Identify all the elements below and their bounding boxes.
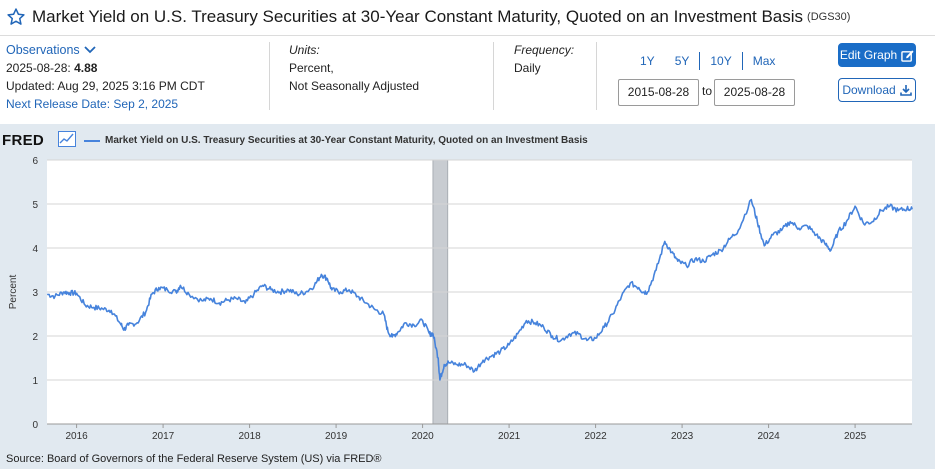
units-line1: Percent, (289, 61, 334, 75)
chart-legend: Market Yield on U.S. Treasury Securities… (84, 135, 588, 146)
frequency-value: Daily (514, 61, 541, 75)
range-5y-button[interactable]: 5Y (674, 54, 690, 68)
y-tick-label: 1 (32, 376, 38, 387)
chevron-down-icon (84, 46, 96, 54)
frequency-label: Frequency: (514, 43, 575, 57)
next-release-link[interactable]: Next Release Date: Sep 2, 2025 (6, 97, 179, 111)
y-tick-label: 3 (32, 288, 38, 299)
x-tick-label: 2025 (844, 431, 867, 442)
range-max-button[interactable]: Max (741, 52, 786, 70)
title-row: Market Yield on U.S. Treasury Securities… (6, 5, 850, 29)
page-title: Market Yield on U.S. Treasury Securities… (32, 7, 804, 26)
fred-logo: FRED (2, 132, 45, 149)
x-tick-label: 2023 (671, 431, 694, 442)
observation-value: 4.88 (74, 61, 98, 75)
x-tick-label: 2020 (411, 431, 434, 442)
y-tick-label: 5 (32, 200, 38, 211)
frequency-panel: Frequency: Daily (514, 41, 574, 77)
x-tick-label: 2019 (325, 431, 348, 442)
edit-graph-button[interactable]: Edit Graph (838, 43, 916, 67)
end-date-input[interactable]: 2025-08-28 (714, 79, 795, 106)
meta-divider (269, 42, 270, 110)
line-chart[interactable]: 0 1 2 3 4 5 6 2016 2017 2018 2019 2020 2021 2022 2023 2… (0, 124, 935, 453)
date-range-separator: to (702, 84, 713, 98)
latest-observation: 2025-08-28: 4.88 (6, 59, 205, 77)
meta-divider (493, 42, 494, 110)
y-tick-label: 0 (32, 420, 38, 431)
download-button[interactable]: Download (838, 78, 916, 102)
fred-chart-icon (58, 131, 76, 147)
x-tick-label: 2017 (152, 431, 175, 442)
x-tick-label: 2018 (238, 431, 261, 442)
units-panel: Units: Percent, Not Seasonally Adjusted (289, 41, 419, 95)
observation-date: 2025-08-28: (6, 61, 71, 75)
y-tick-label: 2 (32, 332, 38, 343)
x-tick-label: 2021 (498, 431, 521, 442)
updated-text: Updated: Aug 29, 2025 3:16 PM CDT (6, 79, 205, 93)
y-axis-label: Percent (8, 275, 19, 310)
range-1y-button[interactable]: 1Y (640, 54, 655, 68)
edit-icon (901, 49, 914, 62)
header-divider (0, 35, 935, 36)
series-line (46, 198, 913, 381)
start-date-input[interactable]: 2015-08-28 (618, 79, 699, 106)
observations-toggle[interactable]: Observations (6, 41, 205, 59)
download-icon (899, 85, 912, 96)
source-note: Source: Board of Governors of the Federa… (6, 453, 382, 465)
meta-divider (596, 42, 597, 110)
star-icon[interactable] (6, 7, 26, 27)
edit-graph-label: Edit Graph (839, 48, 898, 62)
units-line2: Not Seasonally Adjusted (289, 79, 420, 93)
range-buttons: 1Y 5Y 10Y Max (630, 52, 785, 70)
legend-label: Market Yield on U.S. Treasury Securities… (105, 135, 588, 146)
y-tick-label: 6 (32, 156, 38, 167)
units-label: Units: (289, 43, 320, 57)
download-label: Download (842, 83, 896, 97)
series-id: (DGS30) (807, 11, 851, 23)
x-tick-label: 2016 (65, 431, 88, 442)
observations-panel: Observations 2025-08-28: 4.88 Updated: A… (6, 41, 205, 113)
y-tick-label: 4 (32, 244, 38, 255)
legend-swatch (84, 139, 100, 142)
x-tick-label: 2022 (584, 431, 607, 442)
x-tick-label: 2024 (757, 431, 780, 442)
range-10y-button[interactable]: 10Y (699, 52, 741, 70)
observations-label: Observations (6, 43, 80, 57)
